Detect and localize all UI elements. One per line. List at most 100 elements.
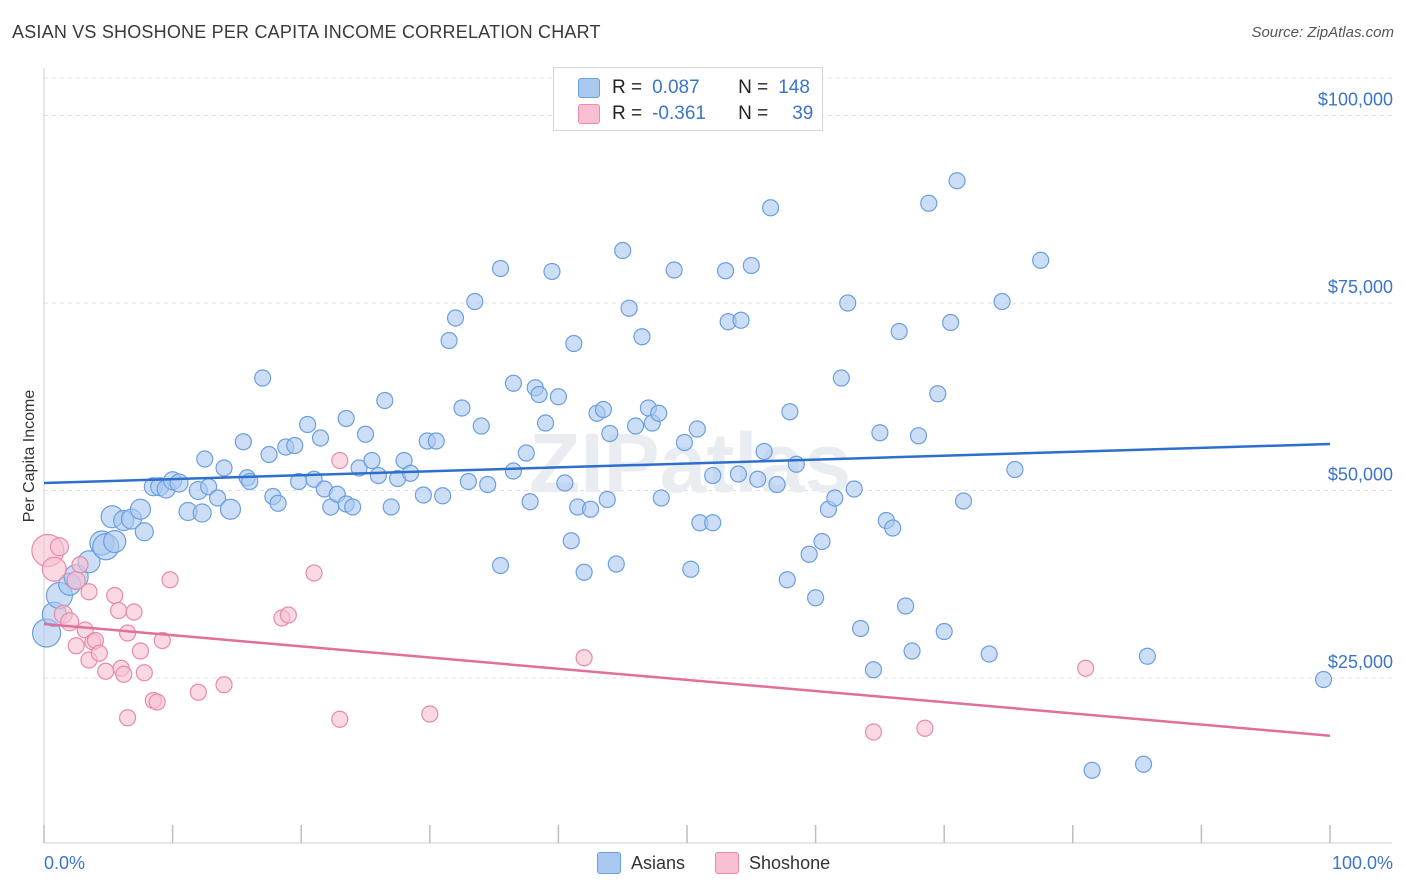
data-point-asians — [491, 556, 510, 575]
data-point-asians — [871, 424, 889, 442]
data-point-asians — [806, 589, 825, 607]
data-point-asians — [665, 261, 683, 279]
data-point-asians — [787, 455, 805, 473]
legend-label-shoshone: Shoshone — [749, 852, 831, 873]
data-point-asians — [521, 493, 539, 511]
correlation-legend: R = 0.087 N = 148 R = -0.361 N = 39 — [553, 67, 823, 131]
series-legend: Asians Shoshone — [597, 852, 860, 874]
data-point-asians — [530, 385, 548, 404]
data-point-shoshone — [215, 676, 233, 694]
data-point-asians — [864, 661, 883, 679]
trend-line-asians — [43, 442, 1331, 485]
data-point-asians — [414, 486, 432, 504]
data-point-asians — [742, 256, 760, 275]
legend-row-asians: R = 0.087 N = 148 — [578, 74, 810, 102]
data-point-shoshone — [1077, 659, 1095, 677]
data-point-asians — [1006, 460, 1024, 479]
legend-item-asians[interactable]: Asians — [597, 852, 685, 874]
data-point-asians — [909, 427, 928, 445]
data-point-asians — [920, 194, 938, 212]
legend-n-label: N = — [738, 103, 769, 124]
data-point-asians — [1134, 755, 1153, 773]
data-point-asians — [575, 563, 593, 581]
legend-swatch-shoshone — [715, 852, 740, 874]
data-point-shoshone — [115, 665, 133, 683]
data-point-asians — [755, 442, 773, 461]
data-point-shoshone — [60, 612, 80, 632]
gridlines — [44, 77, 1395, 679]
y-axis-label: Per Capita Income — [21, 390, 38, 523]
data-point-asians — [369, 466, 387, 485]
data-point-asians — [980, 645, 998, 663]
data-point-asians — [209, 489, 227, 507]
data-point-asians — [704, 466, 722, 485]
data-point-asians — [601, 424, 619, 443]
data-point-asians — [729, 465, 748, 483]
data-point-asians — [852, 619, 870, 638]
data-point-asians — [517, 444, 535, 462]
data-point-asians — [813, 532, 831, 551]
data-point-shoshone — [575, 649, 593, 667]
data-point-asians — [903, 642, 921, 660]
data-point-asians — [897, 597, 915, 615]
data-point-shoshone — [279, 606, 297, 624]
data-point-asians — [890, 322, 908, 341]
data-point-asians — [749, 470, 767, 488]
trend-line-shoshone — [43, 622, 1331, 737]
data-point-asians — [633, 328, 651, 346]
data-point-asians — [839, 294, 857, 312]
data-point-asians — [832, 369, 850, 387]
data-point-asians — [196, 450, 214, 468]
data-point-asians — [479, 475, 497, 494]
data-point-asians — [704, 514, 722, 532]
data-point-asians — [688, 420, 706, 438]
legend-swatch-asians — [578, 78, 600, 98]
x-tick-label-max: 100.0% — [1332, 853, 1393, 873]
data-point-asians — [716, 262, 735, 280]
data-point-shoshone — [49, 537, 70, 557]
data-point-asians — [337, 409, 355, 428]
data-point-asians — [1083, 761, 1101, 779]
data-point-asians — [356, 425, 375, 443]
data-point-asians — [344, 498, 362, 516]
data-point-asians — [311, 429, 330, 447]
data-point-asians — [434, 487, 452, 505]
y-tick-labels: $25,000 $50,000 $75,000 $100,000 — [1318, 90, 1393, 673]
data-point-shoshone — [305, 564, 323, 582]
legend-item-shoshone[interactable]: Shoshone — [715, 852, 830, 874]
data-point-asians — [682, 560, 700, 578]
data-point-asians — [650, 404, 668, 422]
data-point-shoshone — [153, 631, 171, 650]
legend-label-asians: Asians — [631, 852, 686, 873]
y-tick-label: $25,000 — [1328, 652, 1393, 672]
x-tick-label-min: 0.0% — [44, 853, 85, 873]
data-point-asians — [768, 475, 786, 494]
data-point-asians — [1314, 670, 1333, 689]
data-point-asians — [376, 391, 394, 410]
data-point-asians — [192, 503, 212, 523]
series-asians — [31, 172, 1333, 779]
data-point-shoshone — [916, 719, 934, 737]
legend-row-shoshone: R = -0.361 N = 39 — [578, 100, 813, 128]
data-point-asians — [169, 473, 189, 493]
data-point-asians — [565, 334, 583, 353]
data-point-asians — [466, 292, 484, 311]
legend-r-label: R = — [612, 77, 643, 98]
data-point-asians — [504, 374, 522, 392]
series-shoshone — [31, 451, 1095, 741]
data-point-asians — [884, 519, 902, 537]
axes — [43, 68, 1392, 844]
legend-r-label: R = — [612, 103, 643, 124]
legend-n-label: N = — [738, 77, 769, 98]
y-tick-label: $75,000 — [1328, 277, 1393, 297]
data-point-asians — [536, 414, 555, 432]
data-point-shoshone — [80, 583, 98, 601]
data-point-asians — [299, 415, 317, 434]
data-point-asians — [549, 388, 568, 406]
data-point-asians — [800, 545, 818, 563]
data-point-asians — [219, 498, 242, 520]
data-point-asians — [942, 313, 960, 332]
data-point-asians — [607, 555, 625, 573]
data-point-shoshone — [161, 571, 179, 589]
data-point-shoshone — [67, 637, 85, 655]
